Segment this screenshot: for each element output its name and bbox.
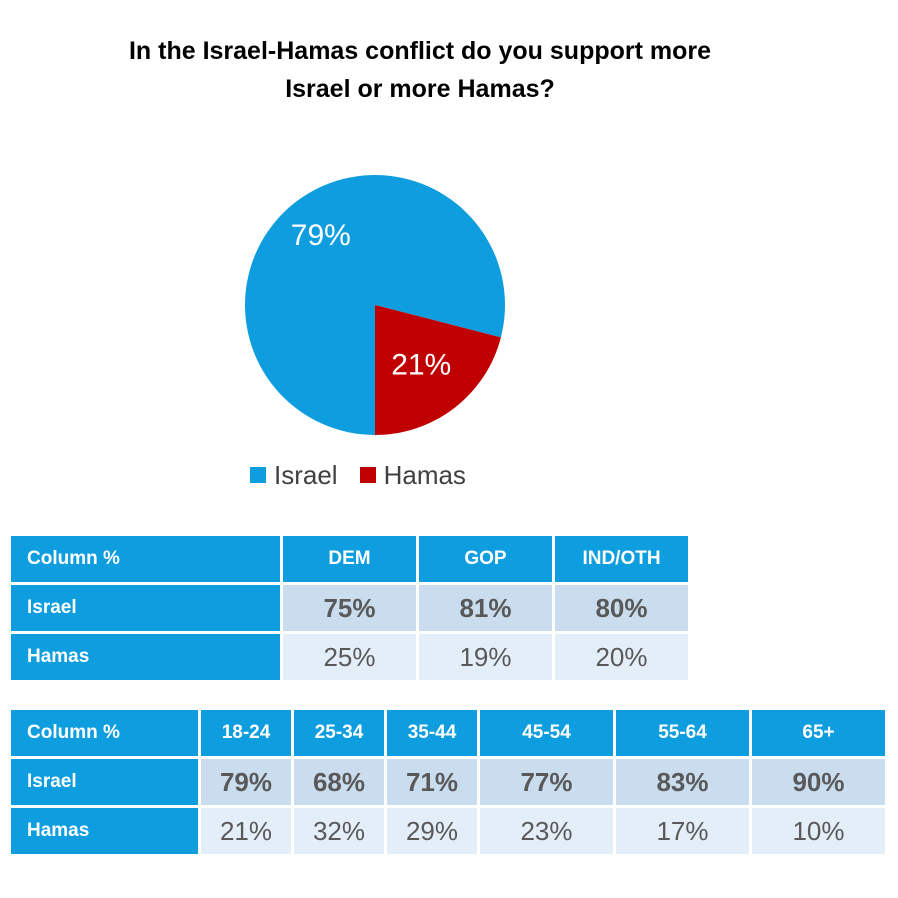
pie-slice-hamas <box>375 305 501 435</box>
legend-label-israel: Israel <box>274 459 338 490</box>
age-row-label-israel: Israel <box>11 759 198 805</box>
legend-item-hamas: Hamas <box>359 459 466 491</box>
age-header-55-64: 55-64 <box>616 710 749 756</box>
age-header-row: Column % 18-24 25-34 35-44 45-54 55-64 6… <box>11 710 885 756</box>
age-corner-cell: Column % <box>11 710 198 756</box>
legend-item-israel: Israel <box>250 460 338 491</box>
age-cell-israel-45-54: 77% <box>480 759 613 805</box>
legend: Israel Hamas <box>250 458 488 492</box>
age-row-hamas: Hamas 21% 32% 29% 23% 17% 10% <box>11 808 885 854</box>
age-cell-israel-35-44: 71% <box>387 759 477 805</box>
legend-label-hamas: Hamas <box>383 459 466 490</box>
title-line-1: In the Israel-Hamas conflict do you supp… <box>128 37 712 65</box>
age-header-45-54: 45-54 <box>480 710 613 756</box>
age-header-18-24: 18-24 <box>201 710 291 756</box>
party-table: Column % DEM GOP IND/OTH Israel 75% 81% … <box>8 533 691 683</box>
pie-slice-israel <box>244 174 505 435</box>
pie-chart: 79% 21% <box>240 170 510 440</box>
party-row-hamas: Hamas 25% 19% 20% <box>11 634 688 680</box>
party-cell-hamas-gop: 19% <box>419 634 552 680</box>
party-row-israel: Israel 75% 81% 80% <box>11 585 688 631</box>
party-header-ind: IND/OTH <box>555 536 688 582</box>
pie-label-hamas: 21% <box>391 349 451 382</box>
age-cell-hamas-65plus: 10% <box>752 808 885 854</box>
age-header-35-44: 35-44 <box>387 710 477 756</box>
party-header-dem: DEM <box>283 536 416 582</box>
age-cell-hamas-35-44: 29% <box>387 808 477 854</box>
age-row-label-hamas: Hamas <box>11 808 198 854</box>
age-cell-hamas-55-64: 17% <box>616 808 749 854</box>
party-header-row: Column % DEM GOP IND/OTH <box>11 536 688 582</box>
party-row-label-israel: Israel <box>11 585 280 631</box>
party-corner-cell: Column % <box>11 536 280 582</box>
age-header-65plus: 65+ <box>752 710 885 756</box>
party-row-label-hamas: Hamas <box>11 634 280 680</box>
age-header-25-34: 25-34 <box>294 710 384 756</box>
age-cell-israel-18-24: 79% <box>201 759 291 805</box>
party-cell-hamas-dem: 25% <box>283 634 416 680</box>
age-cell-hamas-45-54: 23% <box>480 808 613 854</box>
age-cell-hamas-18-24: 21% <box>201 808 291 854</box>
legend-swatch-hamas <box>359 467 376 483</box>
age-table: Column % 18-24 25-34 35-44 45-54 55-64 6… <box>8 707 888 857</box>
party-header-gop: GOP <box>419 536 552 582</box>
pie-label-israel: 79% <box>291 219 351 252</box>
legend-swatch-israel <box>250 467 266 483</box>
party-cell-israel-ind: 80% <box>555 585 688 631</box>
age-cell-israel-65plus: 90% <box>752 759 885 805</box>
pie-svg: 79% 21% <box>244 174 505 435</box>
title-line-2: Israel or more Hamas? <box>285 75 555 103</box>
chart-title: In the Israel-Hamas conflict do you supp… <box>0 32 840 108</box>
age-row-israel: Israel 79% 68% 71% 77% 83% 90% <box>11 759 885 805</box>
age-cell-israel-55-64: 83% <box>616 759 749 805</box>
age-cell-hamas-25-34: 32% <box>294 808 384 854</box>
party-cell-israel-gop: 81% <box>419 585 552 631</box>
age-cell-israel-25-34: 68% <box>294 759 384 805</box>
party-cell-israel-dem: 75% <box>283 585 416 631</box>
party-cell-hamas-ind: 20% <box>555 634 688 680</box>
